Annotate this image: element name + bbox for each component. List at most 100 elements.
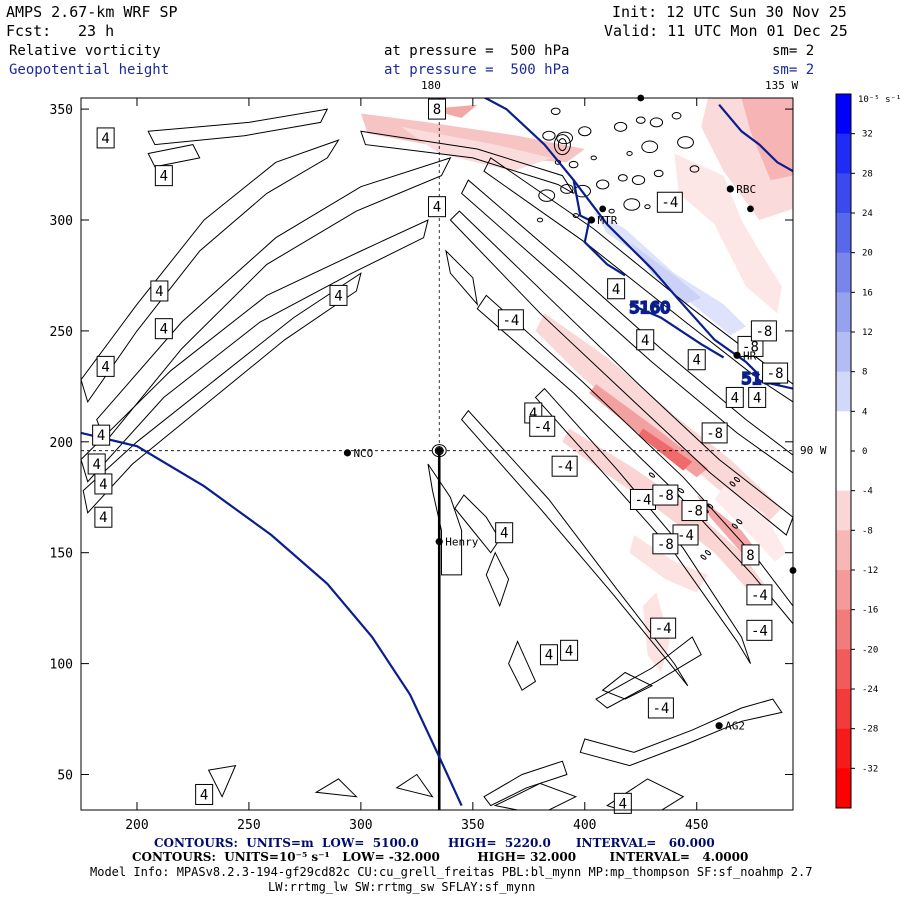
vorticity-contour [608,208,615,214]
contour-label: -4 [746,619,773,641]
model-title: AMPS 2.67-km WRF SP [6,3,178,21]
station-label: AG2 [725,720,745,733]
colorbar-swatch [836,768,851,809]
vorticity-contour [677,136,694,149]
vorticity-contour [553,134,571,156]
contour-label: -4 [497,309,524,331]
contour-label-box [607,278,626,300]
contour-label-box [652,533,679,555]
vorticity-contour [485,551,510,608]
contour-label-box [428,196,446,218]
y-tick-label: 350 [50,103,73,118]
vorticity-contour [360,130,575,194]
init-time: Init: 12 UTC Sun 30 Nov 25 [612,3,847,21]
contour-label-text: 4 [92,457,100,473]
colorbar-tick-label: 4 [862,407,867,417]
colorbar-tick-label: 24 [862,209,873,219]
station-dot [599,205,607,213]
vorticity-contour [542,130,556,141]
station-label: NCO [353,447,373,460]
contour-label: -4 [656,191,683,213]
contour-label-text: 4 [619,796,627,812]
vorticity-contour [590,155,597,161]
contour-label-box [746,619,773,641]
vorticity-contours [81,107,793,810]
vorticity-contour [550,107,561,116]
contour-label: 4 [495,522,514,544]
colorbar-swatch [836,570,851,611]
colorbar-swatch [836,490,851,531]
contour-label-box [94,506,113,528]
colorbar-tick-label: -12 [862,566,878,576]
contour-label-text: -4 [652,701,669,717]
valid-time: Valid: 11 UTC Mon 01 Dec 25 [604,22,848,40]
x-tick-label: 200 [125,818,148,833]
vorticity-contour [671,112,682,120]
axes: 200 250 300 350 400 450 50 100 150 200 250 300 350 [50,98,793,833]
lon-label-180: 180 [421,79,441,92]
footer-contours-height: CONTOURS: UNITS=m LOW= 5100.0 HIGH= 5220… [154,836,715,850]
x-tick-label: 250 [237,818,260,833]
contour-label: 4 [748,386,767,408]
contour-label: 4 [539,644,558,666]
station-label: MTR [597,214,617,227]
footer-contours-vorticity: CONTOURS: UNITS=10⁻⁵ s⁻¹ LOW= -32.000 HI… [132,850,749,864]
contour-label: -8 [701,422,728,444]
station-dot [715,722,723,730]
vorticity-contour [538,189,556,202]
contour-label-box [154,318,173,340]
contour-label-text: 4 [97,428,105,444]
colorbar-swatch [836,689,851,730]
vorticity-contour [635,116,646,124]
colorbar-tick-label: 0 [862,447,867,457]
field2-name: Geopotential height [9,62,170,78]
contour-label: 4 [687,349,706,371]
contour-label-box [495,522,514,544]
vorticity-contour [649,117,664,128]
colorbar-tick-label: -16 [862,606,878,616]
colorbar-swatch [836,213,851,254]
vorticity-shade [674,153,782,314]
colorbar-tick-label: -32 [862,764,878,774]
contour-label-text: 4 [433,200,441,216]
contour-label: 4 [96,355,115,377]
colorbar-tick-label: 28 [862,169,873,179]
contour-label: 4 [607,278,626,300]
vorticity-contour [82,272,362,514]
contour-label-box [656,191,683,213]
contour-label-text: -8 [767,366,784,382]
footer-model-info: Model Info: MPASv8.2.3-194-gf29cd82c CU:… [90,865,813,879]
colorbar-tick-label: 12 [862,328,873,338]
contour-label-box [497,309,524,331]
vorticity-shade [629,242,702,305]
contour-label: 4 [94,506,113,528]
footer-model-info-2: LW:rrtmg_lw SW:rrtmg_sw SFLAY:sf_mynn [268,880,536,894]
y-tick-label: 100 [50,658,73,673]
colorbar-tick-label: 8 [862,368,867,378]
contour-label: 4 [725,386,744,408]
contour-label-box [551,455,578,477]
y-tick-label: 300 [50,214,73,229]
vorticity-contour [623,198,641,211]
height-contour [572,179,626,277]
contour-label: -4 [746,584,773,606]
station-label: Henry [445,536,478,549]
contour-label-box [94,473,113,495]
contour-label-box [150,280,169,302]
contour-label-box [154,165,173,187]
x-tick-label: 300 [349,818,372,833]
contour-label: 4 [154,165,173,187]
contour-label: -4 [672,524,699,546]
vorticity-contour [579,698,783,767]
colorbar-tick-label: 16 [862,288,873,298]
station-dot [587,216,596,224]
station-dot [435,538,443,546]
vorticity-contour [483,760,568,807]
vorticity-contour [147,144,201,168]
colorbar-swatch [836,411,851,452]
vorticity-contour [314,778,358,798]
colorbar-tick-label: -8 [862,526,873,536]
vorticity-shade [562,428,764,593]
contour-label-text: -4 [556,459,573,475]
vorticity-contour [704,550,712,556]
